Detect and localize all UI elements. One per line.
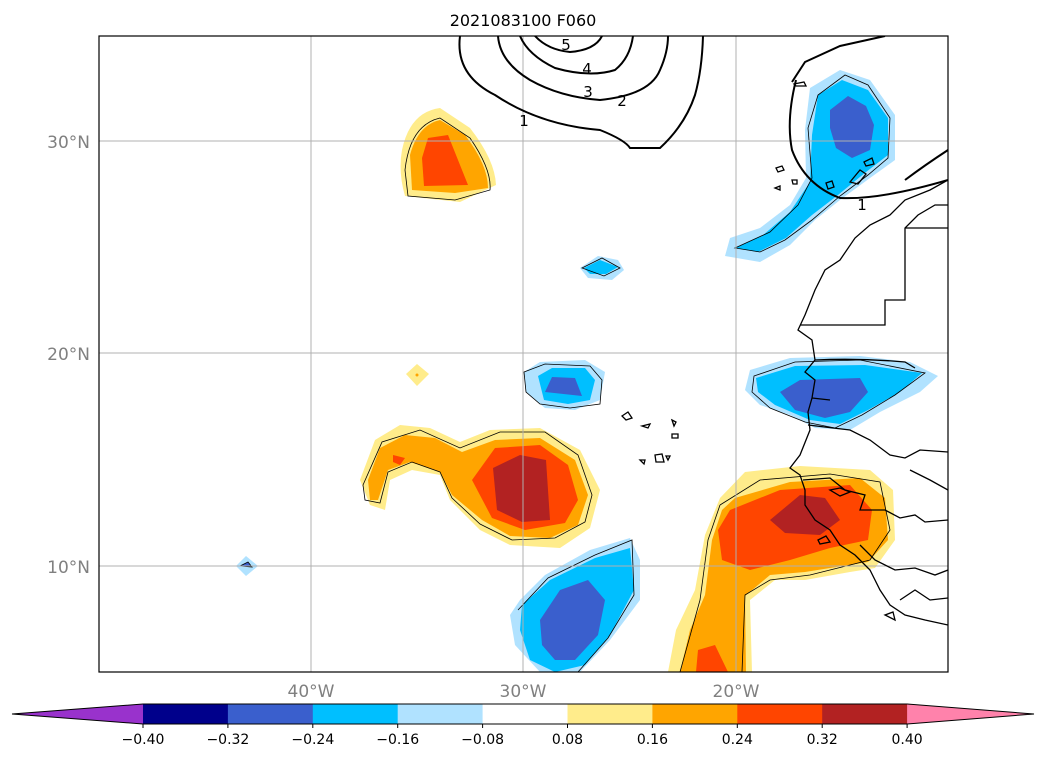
contour-label-1b: 1: [857, 196, 867, 214]
contour-label-1a: 1: [519, 112, 529, 130]
colorbar-tick-label: 0.24: [722, 732, 753, 748]
longitude-labels: 40°W 30°W 20°W: [288, 682, 760, 702]
negative-anomaly-northeast: [725, 70, 895, 262]
colorbar-bin: [312, 704, 399, 724]
colorbar-bin: [143, 704, 229, 724]
lat-label-30n: 30°N: [47, 133, 90, 153]
colorbar-tick-label: 0.08: [552, 732, 583, 748]
colorbar-tick-label: −0.32: [206, 732, 249, 748]
contour-labels: 5 4 3 2 1 1: [519, 36, 867, 214]
colorbar-tick-label: −0.16: [376, 732, 419, 748]
colorbar-tick-label: 0.32: [807, 732, 838, 748]
contour-label-4: 4: [582, 60, 592, 78]
colorbar-extend-high: [907, 704, 1034, 724]
map-area: 5 4 3 2 1 1: [99, 36, 948, 672]
lon-label-20w: 20°W: [713, 682, 760, 702]
colorbar: −0.40 −0.32 −0.24 −0.16 −0.08 0.08 0.16 0.24 0.3…: [11, 703, 1035, 748]
colorbar-tick-label: −0.24: [291, 732, 334, 748]
colorbar-tick-label: −0.40: [122, 732, 165, 748]
colorbar-tick-label: 0.16: [637, 732, 668, 748]
negative-anomaly-mid: [523, 360, 605, 410]
contour-label-2: 2: [617, 92, 627, 110]
contour-label-5: 5: [561, 36, 571, 54]
negative-anomaly-small: [580, 256, 624, 280]
negative-anomaly-east: [745, 356, 938, 430]
colorbar-bin: [652, 704, 738, 724]
colorbar-bin: [737, 704, 823, 724]
lat-label-10n: 10°N: [47, 558, 90, 578]
colorbar-tick-label: −0.08: [461, 732, 504, 748]
latitude-labels: 30°N 20°N 10°N: [47, 133, 90, 578]
lat-label-20n: 20°N: [47, 345, 90, 365]
colorbar-bin: [822, 704, 908, 724]
positive-anomaly-southeast: [668, 466, 895, 672]
positive-anomaly-dot: [406, 364, 429, 386]
lon-label-30w: 30°W: [500, 682, 547, 702]
colorbar-bin: [567, 704, 653, 724]
coastlines: [620, 81, 948, 626]
colorbar-extend-low: [12, 704, 143, 724]
colorbar-bin: [397, 704, 484, 724]
negative-anomaly-south: [510, 538, 640, 672]
gridlines: [99, 36, 948, 672]
colorbar-bin: [227, 704, 314, 724]
positive-anomaly-central: [360, 425, 600, 548]
colorbar-bin: [482, 704, 568, 724]
map-title: 2021083100 F060: [450, 11, 597, 30]
map-frame: [98, 35, 949, 673]
contour-label-3: 3: [583, 83, 593, 101]
colorbar-tick-label: 0.40: [892, 732, 923, 748]
lon-label-40w: 40°W: [288, 682, 335, 702]
contour-lines: [458, 36, 948, 200]
positive-anomaly-north: [400, 108, 496, 202]
